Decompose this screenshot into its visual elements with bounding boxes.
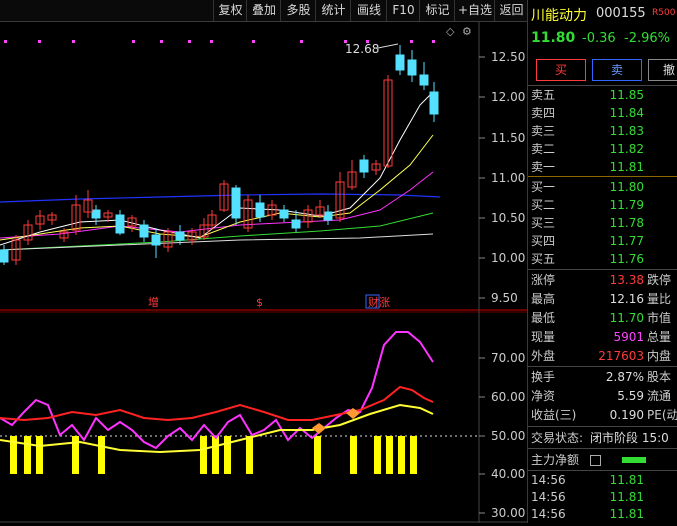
stat-row: 收益(三) 0.190 PE(动 (531, 408, 677, 422)
tb-f10-button[interactable]: F10 (386, 0, 420, 21)
candles (0, 45, 439, 265)
stat-row: 涨停 13.38 跌停 (531, 273, 672, 287)
axis-tick: 11.00 (491, 171, 525, 185)
gear-icon: ⚙ (462, 25, 472, 38)
r500-badge: R500 (652, 8, 676, 18)
tb-tongji-button[interactable]: 统计 (315, 0, 351, 21)
menu-icon[interactable] (590, 455, 601, 466)
stat-row: 净资 5.59 流通 (531, 389, 672, 403)
bid-row[interactable]: 买二 11.79 (531, 198, 644, 212)
ask-row[interactable]: 卖二 11.82 (531, 142, 644, 156)
net-flow-label: 主力净额 (531, 453, 580, 467)
main-axis: 12.50 12.00 11.50 11.00 10.50 10.00 9.50 (491, 50, 525, 305)
sell-button[interactable]: 卖 (592, 59, 642, 81)
signal-diamond-icon (312, 423, 326, 434)
bid-row[interactable]: 买一 11.80 (531, 180, 644, 194)
axis-tick: 9.50 (491, 291, 518, 305)
axis-tick: 30.00 (491, 506, 525, 520)
price-change: -0.36 (582, 31, 616, 46)
diamond-icon: ◇ (446, 25, 455, 38)
tb-biaoji-button[interactable]: 标记 (419, 0, 455, 21)
kline-svg: 12.50 12.00 11.50 11.00 10.50 10.00 9.50… (0, 22, 527, 523)
axis-tick: 40.00 (491, 467, 525, 481)
net-flow-bar (622, 457, 646, 463)
stat-row: 外盘 217603 内盘 (531, 349, 672, 363)
stat-row: 现量 5901 总量 (531, 330, 672, 344)
tb-zixuan-button[interactable]: +自选 (454, 0, 495, 21)
high-price-label: 12.68 (345, 42, 379, 56)
chart-toolbar: 复权 叠加 多股 统计 画线 F10 标记 +自选 返回 (0, 0, 527, 22)
axis-tick: 50.00 (491, 429, 525, 443)
ask-row[interactable]: 卖三 11.83 (531, 124, 644, 138)
ask-row[interactable]: 卖一 11.81 (531, 160, 644, 174)
cancel-button[interactable]: 撤 (648, 59, 677, 81)
stock-name: 川能动力 (531, 8, 587, 24)
bid-row[interactable]: 买三 11.78 (531, 216, 644, 230)
axis-tick: 12.50 (491, 50, 525, 64)
tb-fuquan-button[interactable]: 复权 (213, 0, 247, 21)
signal-dots (4, 40, 435, 43)
bid-row[interactable]: 买四 11.77 (531, 234, 644, 248)
event-marker: 增 (148, 295, 159, 309)
price-change-pct: -2.96% (624, 31, 670, 46)
tick-row: 14:56 11.81 (531, 473, 644, 487)
net-flow-row[interactable]: 主力净额 (528, 450, 677, 470)
last-price: 11.80 (531, 30, 576, 46)
sub-axis: 70.00 60.00 50.00 40.00 30.00 (491, 351, 525, 520)
buy-button[interactable]: 买 (536, 59, 586, 81)
axis-tick: 10.00 (491, 251, 525, 265)
bid-row[interactable]: 买五 11.76 (531, 252, 644, 266)
tb-diejia-button[interactable]: 叠加 (246, 0, 281, 21)
stock-code: 000155 (596, 6, 646, 21)
signal-diamond-icon (346, 408, 360, 419)
axis-tick: 70.00 (491, 351, 525, 365)
axis-tick: 12.00 (491, 90, 525, 104)
axis-tick: 60.00 (491, 390, 525, 404)
tb-huaxian-button[interactable]: 画线 (350, 0, 387, 21)
stat-row: 最低 11.70 市值 (531, 311, 672, 325)
quote-panel: 川能动力 000155 R500 11.80 -0.36 -2.96% 买 卖 … (527, 0, 677, 523)
tb-duogu-button[interactable]: 多股 (280, 0, 316, 21)
tick-row: 14:56 11.81 (531, 490, 644, 504)
tick-row: 14:56 11.81 (531, 507, 644, 521)
ask-row[interactable]: 卖四 11.84 (531, 106, 644, 120)
kline-chart-area[interactable]: 12.50 12.00 11.50 11.00 10.50 10.00 9.50… (0, 22, 527, 523)
tb-fanhui-button[interactable]: 返回 (494, 0, 528, 21)
trade-status-row: 交易状态: 闭市阶段 15:0 (531, 431, 669, 445)
axis-tick: 10.50 (491, 211, 525, 225)
ask-row[interactable]: 卖五 11.85 (531, 88, 644, 102)
event-marker: $ (256, 296, 263, 309)
axis-tick: 11.50 (491, 131, 525, 145)
volume-bars (10, 436, 417, 474)
stat-row: 最高 12.16 量比 (531, 292, 672, 306)
stat-row: 换手 2.87% 股本 (531, 370, 672, 384)
